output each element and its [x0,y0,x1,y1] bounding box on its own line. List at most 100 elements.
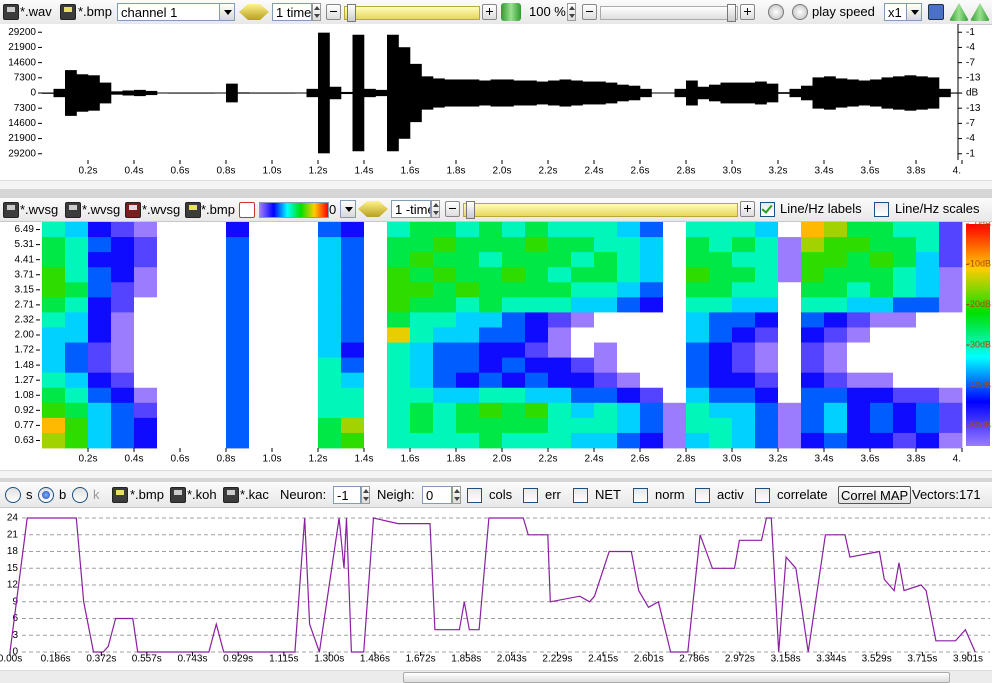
labels-checkbox[interactable] [760,202,775,217]
mode-radio[interactable] [38,487,54,503]
x-tick-label: 3.6s [861,454,880,465]
channel-select[interactable]: channel 1 [117,3,220,21]
scrollbar[interactable] [0,670,992,683]
mode-radio[interactable] [72,487,88,503]
tool-icon[interactable] [928,4,944,20]
scrollbar[interactable] [0,180,992,190]
wav-button[interactable]: *.wav [20,4,52,19]
y-tick-label: 0 [30,88,36,99]
tool-icon[interactable] [970,3,990,21]
spectrogram-cell [318,372,342,389]
tool-icon[interactable] [949,3,969,21]
option-checkbox[interactable] [467,488,482,503]
save-icon[interactable] [3,202,19,218]
bmp-button[interactable]: *.bmp [201,202,235,217]
option-checkbox[interactable] [523,488,538,503]
wvsg-button[interactable]: *.wvsg [20,202,59,217]
spectrogram-cell [272,312,296,328]
x-tick-label: 0.929s [223,654,253,665]
plus-button[interactable] [740,201,755,217]
spectrogram-cell [548,387,572,404]
scrollbar[interactable] [0,470,992,479]
spectrogram-cell [157,342,181,358]
spectrogram-cell [479,357,503,374]
save-icon[interactable] [3,4,19,20]
spectrogram-cell [525,417,549,434]
spectrogram-cell [617,282,641,298]
bmp-button[interactable]: *.bmp [78,4,112,19]
spectrogram-cell [870,432,894,449]
wave-segment [237,92,250,94]
level-gradient[interactable] [259,202,329,218]
x-tick-label: 3.8s [907,166,926,177]
spinner[interactable] [431,200,440,218]
spinner[interactable] [567,3,576,21]
spinner[interactable] [312,3,321,21]
fit-icon[interactable] [501,3,521,21]
spectrogram-cell [111,312,135,328]
kac-button[interactable]: *.kac [240,487,269,502]
save-icon[interactable] [112,487,128,503]
zoom-icon[interactable] [239,4,269,20]
scroll-thumb[interactable] [403,672,950,683]
speed-select[interactable]: x1 [884,3,908,21]
spectrogram-cell [755,387,779,404]
plus-button[interactable] [482,4,497,20]
spectrogram-cell [364,222,388,238]
minus-button[interactable] [326,4,341,20]
option-checkbox[interactable] [755,488,770,503]
level-value[interactable]: 0 [329,202,337,217]
correl-map-button[interactable]: Correl MAP [838,486,912,504]
bmp-button[interactable]: *.bmp [130,487,164,502]
spectrogram-cell [42,342,66,358]
wvsg-button[interactable]: *.wvsg [142,202,181,217]
time-input[interactable]: 1 -time [391,200,431,218]
spectrogram-cell [893,252,917,268]
wvsg-button[interactable]: *.wvsg [82,202,121,217]
save-icon[interactable] [65,202,81,218]
save-icon[interactable] [60,4,76,20]
spectrogram-cell [709,252,733,268]
save-icon[interactable] [185,202,201,218]
splitter[interactable] [0,189,992,198]
minus-button[interactable] [582,4,597,20]
save-icon[interactable] [125,202,141,218]
option-checkbox[interactable] [695,488,710,503]
plus-button[interactable] [740,4,755,20]
zoom-slider[interactable] [600,4,738,22]
spectrogram-cell [525,327,549,343]
stop-button[interactable] [792,4,808,20]
wave-segment [801,85,813,101]
zoom-icon[interactable] [358,201,388,217]
splitter[interactable] [0,478,992,482]
spectrogram-cell [134,282,158,298]
spectrogram-cell [548,417,572,434]
save-icon[interactable] [170,487,186,503]
spectrogram-cell [778,327,802,343]
scales-checkbox[interactable] [874,202,889,217]
time-slider[interactable] [463,201,738,219]
option-checkbox[interactable] [573,488,588,503]
koh-button[interactable]: *.koh [187,487,217,502]
play-button[interactable] [768,4,784,20]
spectrogram-cell [134,417,158,434]
dropdown-arrow[interactable] [340,200,356,218]
minus-button[interactable] [445,201,460,217]
option-checkbox[interactable] [633,488,648,503]
spinner[interactable] [452,486,461,504]
palette-icon[interactable] [239,202,255,218]
dropdown-arrow[interactable] [906,3,922,21]
zoom-input[interactable]: 100 % [529,4,566,19]
mode-radio[interactable] [5,487,21,503]
save-icon[interactable] [223,487,239,503]
wave-segment [640,88,652,98]
spectrogram-cell [433,402,457,419]
spinner[interactable] [361,486,370,504]
wave-segment [410,63,422,123]
x-tick-label: 3.8s [907,454,926,465]
neuron-input[interactable]: -1 [333,486,361,504]
neigh-input[interactable]: 0 [422,486,452,504]
time-input[interactable]: 1 time [272,3,312,21]
time-slider[interactable] [344,4,480,22]
dropdown-arrow[interactable] [219,3,235,21]
